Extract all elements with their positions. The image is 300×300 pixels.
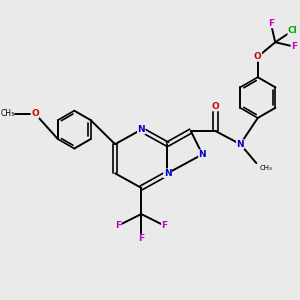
Text: N: N — [164, 169, 171, 178]
Text: O: O — [212, 102, 219, 111]
Text: N: N — [199, 150, 206, 159]
Text: Cl: Cl — [288, 26, 298, 35]
Text: F: F — [115, 221, 121, 230]
Text: O: O — [254, 52, 262, 61]
Text: F: F — [291, 42, 297, 51]
Text: N: N — [236, 140, 244, 149]
Text: F: F — [138, 234, 144, 243]
Text: F: F — [161, 221, 168, 230]
Text: CH₃: CH₃ — [259, 165, 272, 171]
Text: N: N — [137, 125, 145, 134]
Text: F: F — [268, 19, 274, 28]
Text: O: O — [31, 109, 39, 118]
Text: CH₃: CH₃ — [1, 109, 15, 118]
